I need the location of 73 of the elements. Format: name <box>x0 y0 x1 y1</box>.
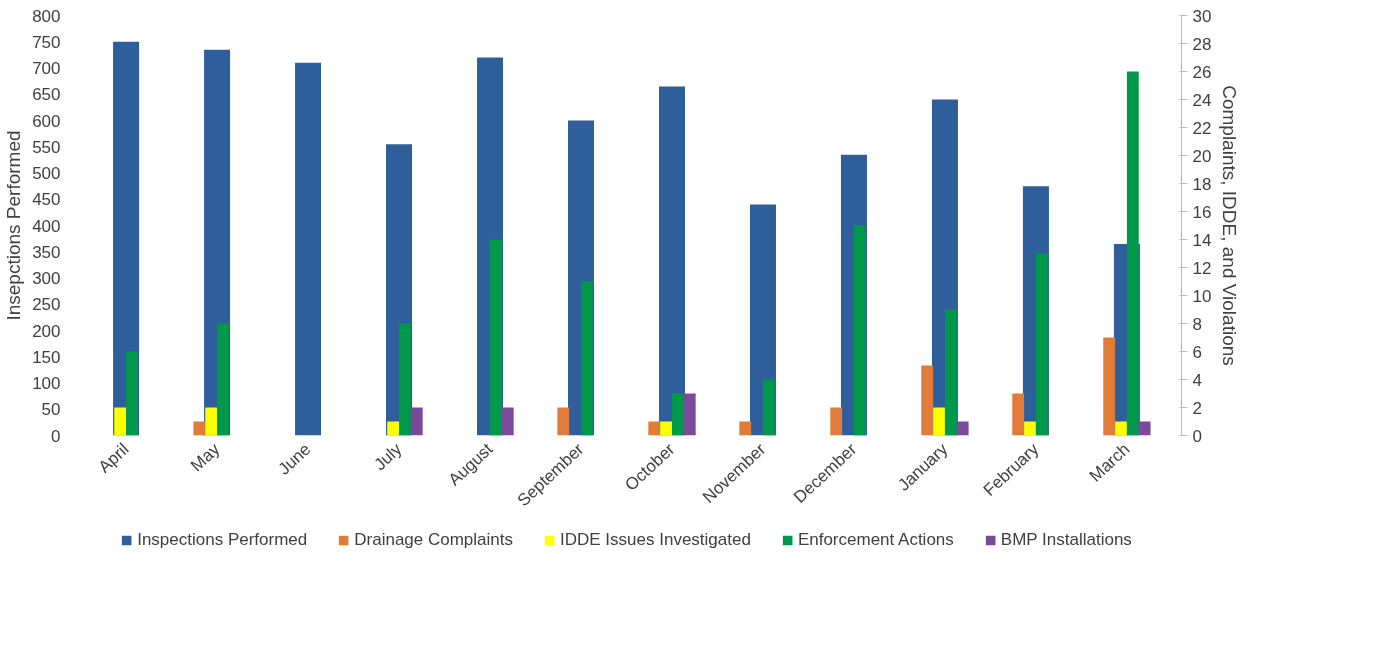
bar <box>671 393 684 436</box>
y2-tick-label: 30 <box>1192 6 1212 26</box>
bar <box>956 421 969 436</box>
y2-tick-label: 8 <box>1192 314 1202 334</box>
legend-label: Inspections Performed <box>137 530 308 550</box>
bar <box>739 421 752 436</box>
bar <box>683 393 696 436</box>
bar <box>399 323 411 436</box>
y2-tick-label: 20 <box>1192 146 1212 166</box>
bar <box>501 407 514 436</box>
y2-axis-title: Complaints, IDDE, and Violations <box>1219 85 1241 366</box>
y-tick-label: 300 <box>32 269 61 288</box>
y-tick-label: 650 <box>32 85 61 105</box>
y2-tick-label: 24 <box>1192 90 1212 110</box>
bar <box>126 351 138 436</box>
y2-tick-label: 22 <box>1192 118 1212 138</box>
bar <box>944 309 957 436</box>
bar <box>490 239 502 436</box>
y-tick-label: 250 <box>32 295 61 315</box>
x-tick-label: July <box>370 439 406 475</box>
bar <box>1138 421 1151 436</box>
y2-tick-label: 4 <box>1192 370 1202 390</box>
y2-tick-label: 6 <box>1192 342 1202 362</box>
y-axis-title: Insepctions Performed <box>3 130 25 321</box>
y-tick-label: 100 <box>32 374 61 393</box>
y-tick-label: 350 <box>32 242 61 262</box>
bar <box>853 225 866 436</box>
bar <box>648 421 661 436</box>
y-tick-label: 600 <box>32 111 61 131</box>
bar <box>762 379 775 436</box>
y2-tick-label: 16 <box>1192 202 1212 222</box>
legend-label: Enforcement Actions <box>797 530 954 550</box>
bar <box>1012 393 1025 436</box>
bar <box>933 407 945 436</box>
bar <box>1024 421 1036 436</box>
y-tick-label: 750 <box>32 32 61 52</box>
y-tick-label: 50 <box>41 400 61 420</box>
bar <box>1115 421 1127 436</box>
y-tick-label: 450 <box>32 190 61 210</box>
y2-tick-label: 10 <box>1192 286 1212 306</box>
bar <box>205 407 218 436</box>
legend-label: BMP Installations <box>1000 530 1132 550</box>
y-tick-label: 400 <box>32 216 61 236</box>
bar <box>921 365 934 436</box>
bar <box>1103 337 1116 436</box>
y2-tick-label: 28 <box>1192 34 1212 54</box>
legend-label: Drainage Complaints <box>354 530 514 550</box>
y-tick-label: 700 <box>32 59 61 78</box>
y2-tick-label: 0 <box>1192 426 1202 446</box>
y2-tick-label: 18 <box>1192 174 1212 194</box>
bar <box>830 407 843 436</box>
bar <box>387 421 400 436</box>
x-tick-label: May <box>187 439 224 476</box>
bar <box>193 421 206 436</box>
y-tick-label: 800 <box>32 6 61 26</box>
y2-tick-label: 2 <box>1192 398 1202 418</box>
y-tick-label: 200 <box>32 321 61 341</box>
y2-tick-label: 12 <box>1192 258 1212 278</box>
y-tick-label: 550 <box>32 137 61 157</box>
y2-tick-label: 14 <box>1192 230 1212 250</box>
legend-label: IDDE Issues Investigated <box>560 530 751 550</box>
bar <box>410 407 423 436</box>
y2-tick-label: 26 <box>1192 62 1212 82</box>
bar <box>295 62 322 436</box>
bar <box>660 421 672 436</box>
y-tick-label: 150 <box>32 347 61 367</box>
y-tick-label: 0 <box>51 426 61 446</box>
bar <box>1035 253 1048 436</box>
y-tick-label: 500 <box>32 164 61 183</box>
bar <box>114 407 127 436</box>
bar <box>581 281 593 436</box>
bar <box>217 323 229 436</box>
bar <box>557 407 570 436</box>
